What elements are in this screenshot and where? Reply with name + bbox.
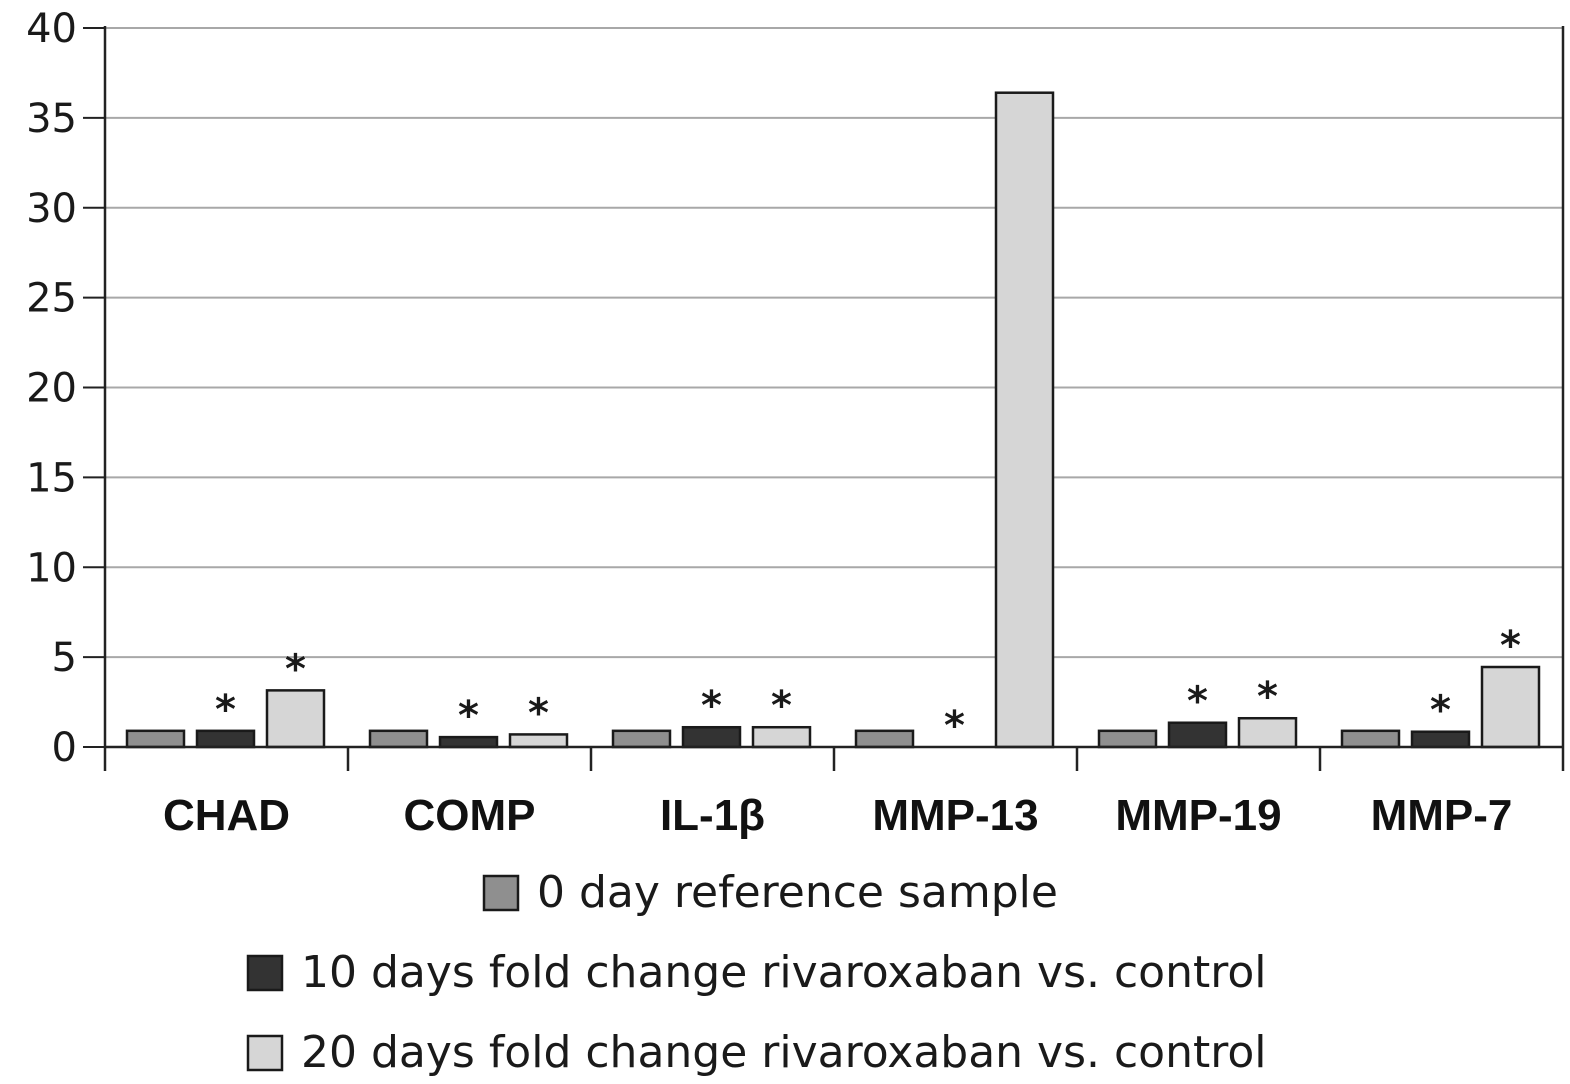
x-category-label: MMP-19: [1115, 791, 1281, 840]
bar-2-mmp-19: [1167, 721, 1228, 749]
bar-1-comp: [368, 729, 429, 749]
significance-star: *: [528, 690, 549, 736]
legend-swatch: [246, 954, 284, 992]
legend: 0 day reference sample 10 days fold chang…: [246, 867, 1267, 1078]
x-category-label: COMP: [404, 791, 536, 840]
x-category-label: CHAD: [163, 791, 290, 840]
bar-1-mmp-13: [854, 729, 915, 749]
bar-1-mmp-19: [1097, 729, 1158, 749]
significance-star: *: [285, 646, 306, 692]
bar-1-chad: [125, 729, 186, 749]
x-axis-labels: CHAD COMP IL-1β MMP-13 MMP-19 MMP-7: [163, 791, 1512, 840]
y-tick-label: 10: [26, 545, 77, 591]
bar-2-mmp-7: [1410, 730, 1471, 749]
bar-3-mmp-7: [1480, 665, 1541, 749]
significance-star: *: [215, 687, 236, 733]
bar-3-mmp-19: [1237, 716, 1298, 749]
y-tick-label: 0: [52, 725, 77, 771]
significance-star: *: [1257, 674, 1278, 720]
x-category-label: MMP-13: [872, 791, 1038, 840]
bar-3-chad: [265, 689, 326, 749]
bar-3-mmp-13: [994, 91, 1055, 749]
significance-star: *: [458, 693, 479, 739]
legend-label: 0 day reference sample: [537, 867, 1058, 918]
significance-star: *: [944, 703, 965, 749]
legend-swatch: [482, 874, 520, 912]
y-tick-label: 25: [26, 276, 77, 322]
significance-star: *: [1500, 623, 1521, 669]
bars: [125, 91, 1541, 749]
y-tick-label: 5: [52, 635, 77, 681]
x-category-label: MMP-7: [1371, 791, 1513, 840]
bar-1-il-1-: [611, 729, 672, 749]
significance-markers: * * * * * * * * * * *: [215, 623, 1521, 749]
axes: [103, 26, 1565, 771]
bar-3-il-1-: [751, 725, 812, 749]
y-tick-label: 20: [26, 366, 77, 412]
legend-label: 10 days fold change rivaroxaban vs. cont…: [301, 947, 1267, 998]
significance-star: *: [771, 683, 792, 729]
y-tick-label: 30: [26, 186, 77, 232]
y-tick-label: 35: [26, 96, 77, 142]
legend-label: 20 days fold change rivaroxaban vs. cont…: [301, 1027, 1267, 1078]
y-tick-label: 40: [26, 6, 77, 52]
significance-star: *: [701, 683, 722, 729]
y-axis-ticks: 0 5 10 15 20 25 30 35 40: [26, 6, 105, 771]
bar-1-mmp-7: [1340, 729, 1401, 749]
y-tick-label: 15: [26, 455, 77, 501]
gridlines: [105, 27, 1563, 659]
bar-2-il-1-: [681, 725, 742, 749]
significance-star: *: [1187, 679, 1208, 725]
significance-star: *: [1430, 688, 1451, 734]
bar-2-chad: [195, 729, 256, 749]
legend-swatch: [246, 1034, 284, 1072]
x-category-label: IL-1β: [660, 791, 765, 840]
